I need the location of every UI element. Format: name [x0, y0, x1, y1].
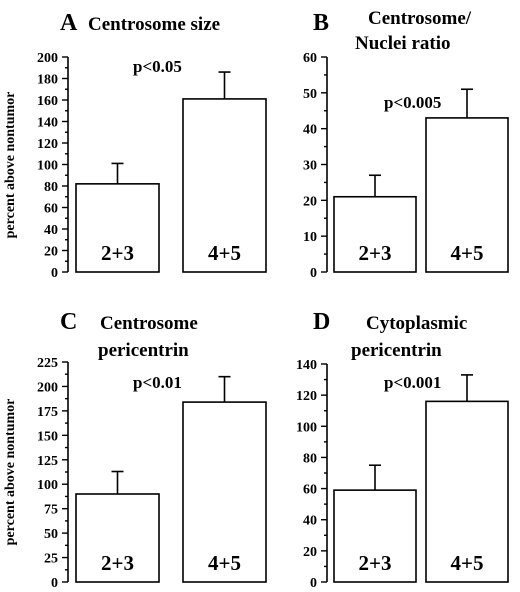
y-tick-label: 150: [37, 429, 58, 444]
y-axis-label: percent above nontumor: [3, 92, 18, 239]
y-tick-label: 25: [44, 552, 58, 567]
y-tick-label: 40: [303, 123, 317, 138]
bar-category-label: 2+3: [101, 241, 134, 265]
bar-1: [75, 493, 160, 583]
bar-2: [182, 401, 267, 583]
p-value-annotation: p<0.05: [133, 57, 182, 76]
y-tick-label: 120: [37, 137, 58, 152]
y-tick-label: 30: [303, 159, 317, 174]
bar-category-label: 2+3: [101, 551, 134, 575]
bar-category-label: 2+3: [359, 551, 392, 575]
y-tick-label: 20: [303, 194, 317, 209]
y-tick-label: 0: [310, 266, 317, 281]
y-tick-label: 0: [51, 266, 58, 281]
panel-letter: B: [313, 10, 329, 36]
panel-title: Centrosome: [100, 313, 198, 334]
panel-letter: D: [313, 309, 330, 335]
y-tick-label: 60: [303, 51, 317, 66]
y-tick-label: 175: [37, 405, 58, 420]
y-tick-label: 200: [37, 51, 58, 66]
panel-title: Centrosome/: [368, 8, 472, 29]
y-tick-label: 100: [296, 420, 317, 435]
panel-letter: C: [60, 309, 77, 335]
panel-title: pericentrin: [351, 340, 442, 361]
y-tick-label: 60: [303, 483, 317, 498]
panel-title: Nuclei ratio: [355, 33, 451, 54]
y-tick-label: 160: [37, 94, 58, 109]
y-tick-label: 20: [303, 545, 317, 560]
bar-1: [333, 195, 417, 273]
bar-2: [182, 98, 267, 273]
y-tick-label: 200: [37, 380, 58, 395]
panel-c: C Centrosome pericentrin percent above nont…: [3, 309, 267, 591]
panel-d: D Cytoplasmic pericentrin 0 20 40 60 80 100 120 14…: [296, 309, 509, 591]
y-tick-label: 20: [44, 245, 58, 260]
y-tick-label: 120: [296, 389, 317, 404]
bar-category-label: 2+3: [359, 241, 392, 265]
y-tick-label: 50: [44, 527, 58, 542]
p-value-annotation: p<0.001: [384, 373, 441, 392]
bar-category-label: 4+5: [451, 551, 484, 575]
bar-2: [425, 117, 509, 273]
bar-category-label: 4+5: [451, 241, 484, 265]
p-value-annotation: p<0.01: [133, 373, 182, 392]
panel-letter: A: [60, 10, 78, 36]
y-axis-label: percent above nontumor: [3, 399, 18, 546]
panel-title: Centrosome size: [88, 14, 220, 35]
bar-1: [333, 489, 417, 583]
y-tick-label: 100: [37, 159, 58, 174]
y-tick-label: 140: [37, 116, 58, 131]
y-tick-label: 100: [37, 478, 58, 493]
y-tick-label: 180: [37, 73, 58, 88]
y-tick-label: 10: [303, 230, 317, 245]
y-tick-label: 80: [44, 180, 58, 195]
y-tick-label: 225: [37, 356, 58, 371]
y-tick-label: 125: [37, 454, 58, 469]
y-tick-label: 80: [303, 451, 317, 466]
y-tick-label: 40: [44, 223, 58, 238]
y-tick-label: 0: [310, 576, 317, 591]
panel-b: B Centrosome/Nuclei ratio 0 10 20 30 40 50 60 2+3…: [303, 8, 509, 281]
bar-2: [425, 400, 509, 583]
bar-category-label: 4+5: [208, 241, 241, 265]
bar-category-label: 4+5: [208, 551, 241, 575]
panel-a: A Centrosome size percent above nontumor 0 2…: [3, 10, 267, 281]
y-tick-label: 140: [296, 358, 317, 373]
p-value-annotation: p<0.005: [384, 93, 441, 112]
y-tick-label: 40: [303, 514, 317, 529]
y-tick-label: 60: [44, 202, 58, 217]
y-tick-label: 0: [51, 576, 58, 591]
y-tick-label: 50: [303, 87, 317, 102]
panel-title: Cytoplasmic: [366, 313, 467, 334]
bar-1: [75, 183, 160, 273]
panel-title: pericentrin: [98, 340, 189, 361]
y-tick-label: 75: [44, 503, 58, 518]
